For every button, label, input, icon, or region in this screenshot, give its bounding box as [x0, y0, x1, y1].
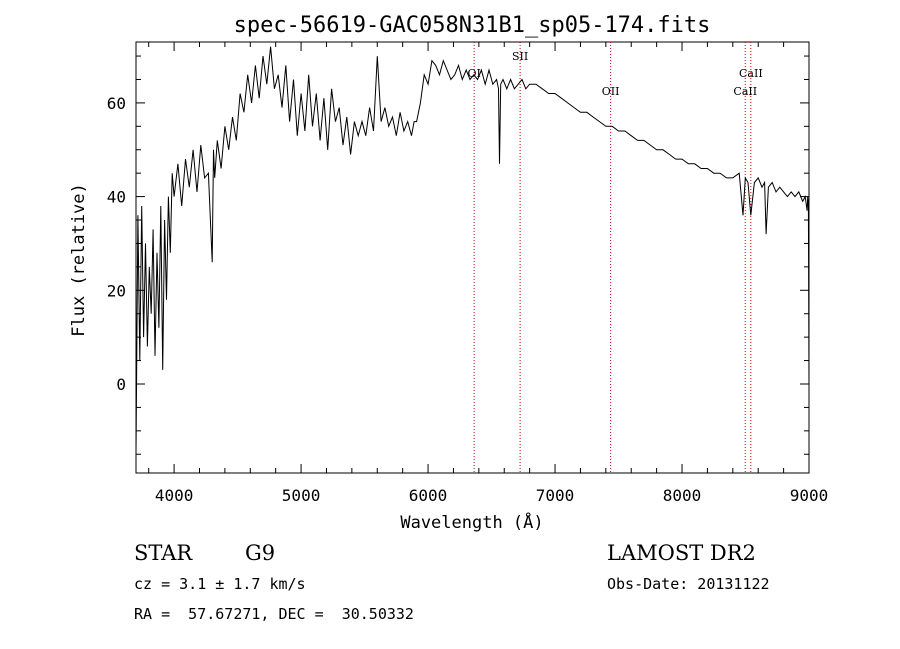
object-subclass: G9 — [245, 541, 276, 565]
coordinates-text: RA = 57.67271, DEC = 30.50332 — [134, 605, 414, 623]
redshift-text: cz = 3.1 ± 1.7 km/s — [134, 575, 306, 593]
x-tick-label: 9000 — [790, 486, 829, 505]
spectrum-line — [135, 46, 810, 455]
line-marker-label: CaII — [739, 67, 763, 80]
y-axis: 0 20 40 60 — [107, 55, 809, 455]
x-axis: 4000 5000 6000 7000 8000 9000 — [148, 42, 829, 505]
line-marker-label: OII — [602, 85, 620, 98]
line-marker-label: SII — [512, 50, 528, 63]
y-tick-label: 40 — [107, 188, 126, 207]
x-tick-label: 5000 — [282, 486, 321, 505]
observation-date: Obs-Date: 20131122 — [607, 575, 770, 593]
survey-name: LAMOST DR2 — [607, 541, 756, 565]
x-axis-label: Wavelength (Å) — [400, 511, 543, 533]
y-tick-label: 20 — [107, 281, 126, 300]
x-tick-label: 8000 — [663, 486, 702, 505]
spectral-line-markers: OI SII OII CaII CaII — [467, 42, 763, 473]
chart-title: spec-56619-GAC058N31B1_sp05-174.fits — [234, 13, 711, 38]
x-tick-label: 6000 — [409, 486, 448, 505]
line-marker-label: CaII — [733, 85, 757, 98]
y-tick-label: 60 — [107, 94, 126, 113]
x-tick-label: 7000 — [536, 486, 575, 505]
y-axis-label: Flux (relative) — [69, 183, 89, 337]
object-class: STAR — [134, 541, 193, 565]
line-marker-label: OI — [467, 67, 480, 80]
plot-frame — [135, 41, 810, 474]
x-tick-label: 4000 — [155, 486, 194, 505]
y-tick-label: 0 — [116, 375, 126, 394]
